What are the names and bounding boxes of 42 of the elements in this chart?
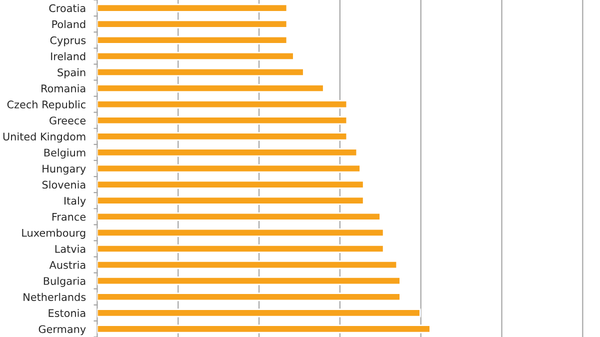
y-tick-label: Spain — [58, 68, 86, 78]
y-tick-label: Estonia — [48, 308, 86, 318]
y-tick-label: Luxembourg — [22, 228, 86, 239]
y-tick-label: Greece — [50, 116, 86, 124]
bar — [97, 20, 288, 28]
bar — [97, 228, 384, 237]
bar — [97, 100, 348, 109]
bar — [97, 180, 364, 189]
bar — [97, 308, 421, 318]
bar — [97, 324, 431, 334]
y-tick-label: Ireland — [51, 52, 86, 60]
bar — [97, 276, 401, 286]
y-tick-label: Poland — [52, 20, 86, 28]
bar — [97, 196, 364, 205]
y-tick-label: Germany — [38, 325, 86, 336]
bar — [97, 68, 304, 77]
bar — [97, 132, 348, 141]
bar — [97, 116, 348, 125]
bar — [97, 292, 401, 302]
y-tick-label: Slovenia — [42, 180, 86, 189]
y-tick-label: France — [52, 213, 86, 221]
y-tick-label: Croatia — [49, 4, 86, 12]
y-tick-label: United Kingdom — [3, 132, 86, 143]
y-tick-label: Romania — [42, 84, 86, 92]
bar — [97, 212, 381, 221]
y-tick-label: Hungary — [42, 164, 86, 175]
bar — [97, 260, 398, 270]
bar — [97, 84, 324, 93]
bar — [97, 36, 288, 44]
y-tick-label: Czech Republic — [7, 100, 86, 110]
y-tick-label: Belgium — [44, 148, 86, 159]
y-tick-label: Cyprus — [50, 36, 86, 46]
bar — [97, 52, 294, 60]
y-tick-label: Latvia — [55, 244, 86, 253]
bar — [97, 148, 358, 157]
bar — [97, 164, 361, 173]
y-tick-label: Austria — [49, 260, 86, 269]
bar — [97, 244, 384, 254]
bar — [97, 4, 288, 12]
y-tick-label: Bulgaria — [44, 276, 86, 287]
y-tick-label: Netherlands — [24, 292, 86, 301]
y-tick-label: Italy — [64, 196, 86, 207]
